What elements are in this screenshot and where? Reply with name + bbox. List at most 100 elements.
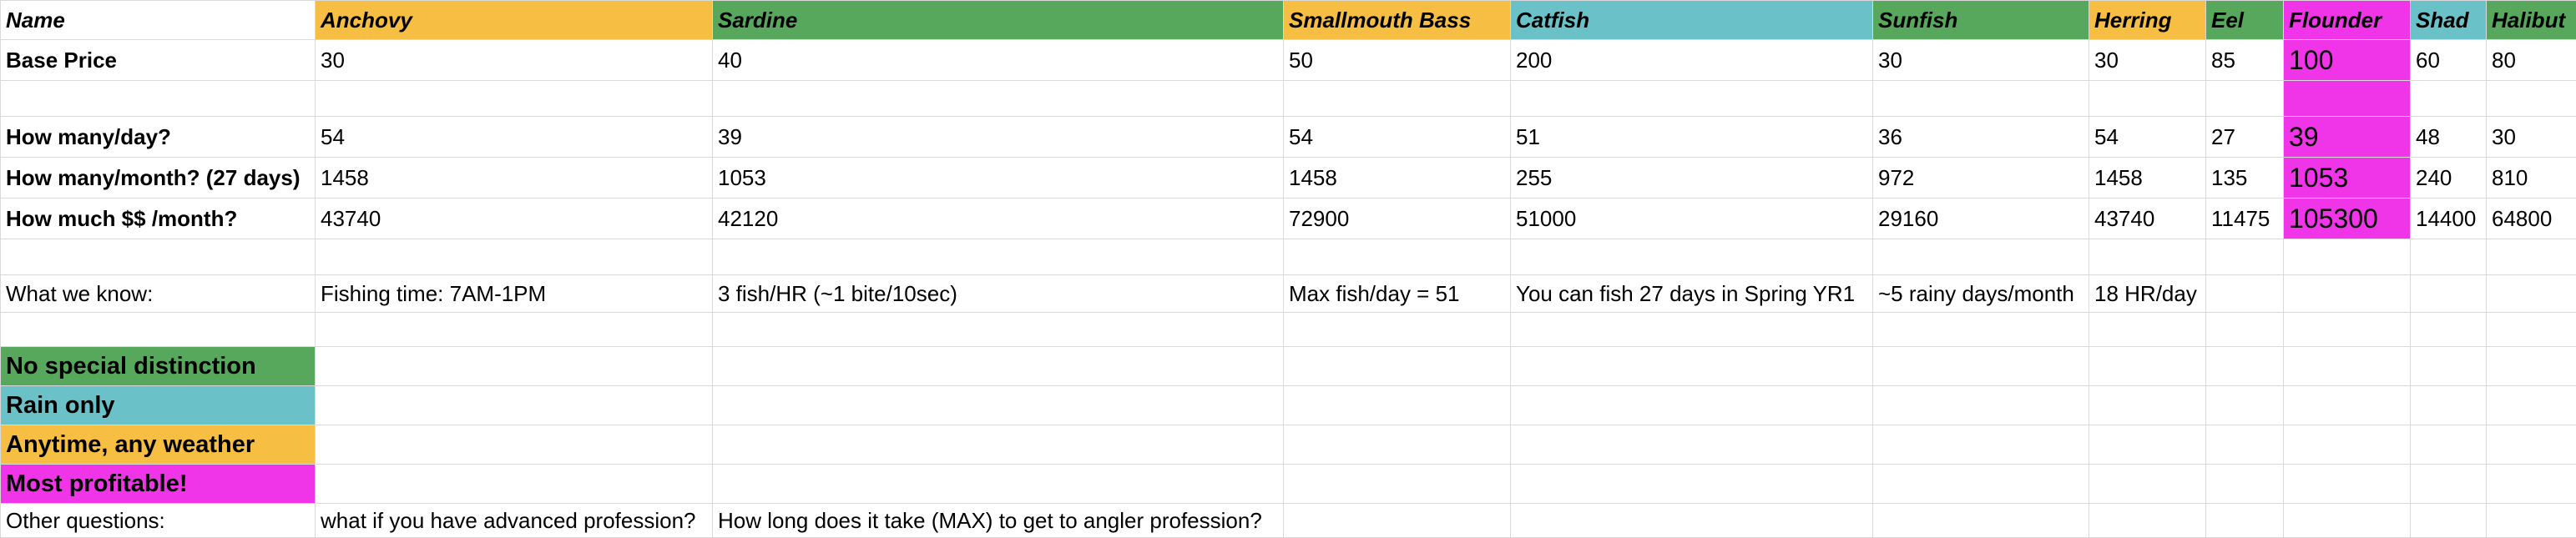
cell-header-fish[interactable]: Smallmouth Bass: [1284, 1, 1511, 40]
cell-empty[interactable]: [2089, 386, 2206, 425]
cell-fact[interactable]: ~5 rainy days/month: [1873, 275, 2089, 313]
cell-empty[interactable]: [713, 239, 1284, 275]
cell-empty[interactable]: [2487, 465, 2576, 504]
cell-empty[interactable]: [316, 425, 713, 465]
cell-header-fish[interactable]: Shad: [2411, 1, 2487, 40]
cell-empty[interactable]: [2284, 504, 2411, 538]
cell[interactable]: 14400: [2411, 199, 2487, 239]
cell[interactable]: 36: [1873, 117, 2089, 158]
cell-fact[interactable]: You can fish 27 days in Spring YR1: [1511, 275, 1873, 313]
cell-highlight[interactable]: 100: [2284, 40, 2411, 81]
cell-empty[interactable]: [2089, 239, 2206, 275]
cell[interactable]: 80: [2487, 40, 2576, 81]
cell-empty[interactable]: [2411, 275, 2487, 313]
cell-empty[interactable]: [1284, 465, 1511, 504]
cell[interactable]: 29160: [1873, 199, 2089, 239]
legend-no-special[interactable]: No special distinction: [1, 347, 316, 386]
cell-empty[interactable]: [1873, 81, 2089, 117]
cell[interactable]: 27: [2206, 117, 2284, 158]
cell-empty[interactable]: [316, 81, 713, 117]
cell[interactable]: 240: [2411, 158, 2487, 199]
cell-empty[interactable]: [316, 465, 713, 504]
cell-empty[interactable]: [2089, 347, 2206, 386]
cell-empty[interactable]: [2411, 239, 2487, 275]
cell-empty[interactable]: [2206, 81, 2284, 117]
cell[interactable]: 40: [713, 40, 1284, 81]
cell-empty[interactable]: [316, 313, 713, 347]
cell[interactable]: 64800: [2487, 199, 2576, 239]
legend-most-profitable[interactable]: Most profitable!: [1, 465, 316, 504]
cell-empty[interactable]: [1284, 239, 1511, 275]
cell-empty[interactable]: [713, 425, 1284, 465]
cell-empty[interactable]: [2206, 275, 2284, 313]
cell-empty[interactable]: [316, 239, 713, 275]
cell-empty[interactable]: [2206, 239, 2284, 275]
cell-empty[interactable]: [1284, 386, 1511, 425]
cell-row-label[interactable]: How many/day?: [1, 117, 316, 158]
cell-highlight[interactable]: 1053: [2284, 158, 2411, 199]
cell[interactable]: 72900: [1284, 199, 1511, 239]
cell-highlight[interactable]: 105300: [2284, 199, 2411, 239]
cell-empty[interactable]: [2411, 313, 2487, 347]
cell-empty[interactable]: [2487, 81, 2576, 117]
cell-empty[interactable]: [1873, 347, 2089, 386]
cell-empty[interactable]: [2089, 465, 2206, 504]
cell-empty[interactable]: [2411, 465, 2487, 504]
cell[interactable]: 30: [2487, 117, 2576, 158]
cell[interactable]: 200: [1511, 40, 1873, 81]
cell-empty[interactable]: [2206, 386, 2284, 425]
cell[interactable]: 39: [713, 117, 1284, 158]
cell[interactable]: 30: [1873, 40, 2089, 81]
cell[interactable]: 42120: [713, 199, 1284, 239]
cell-empty[interactable]: [2411, 347, 2487, 386]
cell-fact[interactable]: Max fish/day = 51: [1284, 275, 1511, 313]
cell-header-fish[interactable]: Catfish: [1511, 1, 1873, 40]
cell-empty[interactable]: [1873, 465, 2089, 504]
cell[interactable]: 135: [2206, 158, 2284, 199]
cell-empty[interactable]: [2487, 504, 2576, 538]
cell-empty[interactable]: [713, 465, 1284, 504]
cell[interactable]: 85: [2206, 40, 2284, 81]
cell[interactable]: 972: [1873, 158, 2089, 199]
cell[interactable]: 43740: [316, 199, 713, 239]
cell-row-label[interactable]: How much $$ /month?: [1, 199, 316, 239]
cell-empty[interactable]: [2089, 81, 2206, 117]
cell-empty[interactable]: [2284, 425, 2411, 465]
cell-question[interactable]: How long does it take (MAX) to get to an…: [713, 504, 1284, 538]
cell-highlight-empty[interactable]: [2284, 81, 2411, 117]
cell[interactable]: 810: [2487, 158, 2576, 199]
cell[interactable]: 54: [316, 117, 713, 158]
cell-empty[interactable]: [1284, 347, 1511, 386]
cell-empty[interactable]: [1284, 81, 1511, 117]
cell[interactable]: 255: [1511, 158, 1873, 199]
cell-empty[interactable]: [2284, 313, 2411, 347]
cell-header-fish[interactable]: Sunfish: [1873, 1, 2089, 40]
cell-header-fish[interactable]: Anchovy: [316, 1, 713, 40]
cell[interactable]: 54: [2089, 117, 2206, 158]
cell-empty[interactable]: [1873, 239, 2089, 275]
cell-empty[interactable]: [1284, 313, 1511, 347]
cell-empty[interactable]: [1284, 504, 1511, 538]
cell-empty[interactable]: [1511, 239, 1873, 275]
cell-highlight[interactable]: 39: [2284, 117, 2411, 158]
cell-header-fish[interactable]: Sardine: [713, 1, 1284, 40]
cell-empty[interactable]: [1511, 465, 1873, 504]
cell-empty[interactable]: [1873, 313, 2089, 347]
cell[interactable]: 1458: [1284, 158, 1511, 199]
cell-empty[interactable]: [2411, 81, 2487, 117]
cell-header-fish[interactable]: Herring: [2089, 1, 2206, 40]
cell-header-fish[interactable]: Eel: [2206, 1, 2284, 40]
cell-row-label[interactable]: What we know:: [1, 275, 316, 313]
cell-row-label[interactable]: Other questions:: [1, 504, 316, 538]
cell-empty[interactable]: [713, 347, 1284, 386]
cell-empty[interactable]: [2487, 347, 2576, 386]
cell-empty[interactable]: [2284, 386, 2411, 425]
cell-empty[interactable]: [1511, 386, 1873, 425]
cell[interactable]: 48: [2411, 117, 2487, 158]
cell[interactable]: 51: [1511, 117, 1873, 158]
cell[interactable]: 43740: [2089, 199, 2206, 239]
cell-empty[interactable]: [2487, 275, 2576, 313]
cell-empty[interactable]: [2487, 386, 2576, 425]
cell-empty[interactable]: [1511, 425, 1873, 465]
cell[interactable]: 1053: [713, 158, 1284, 199]
